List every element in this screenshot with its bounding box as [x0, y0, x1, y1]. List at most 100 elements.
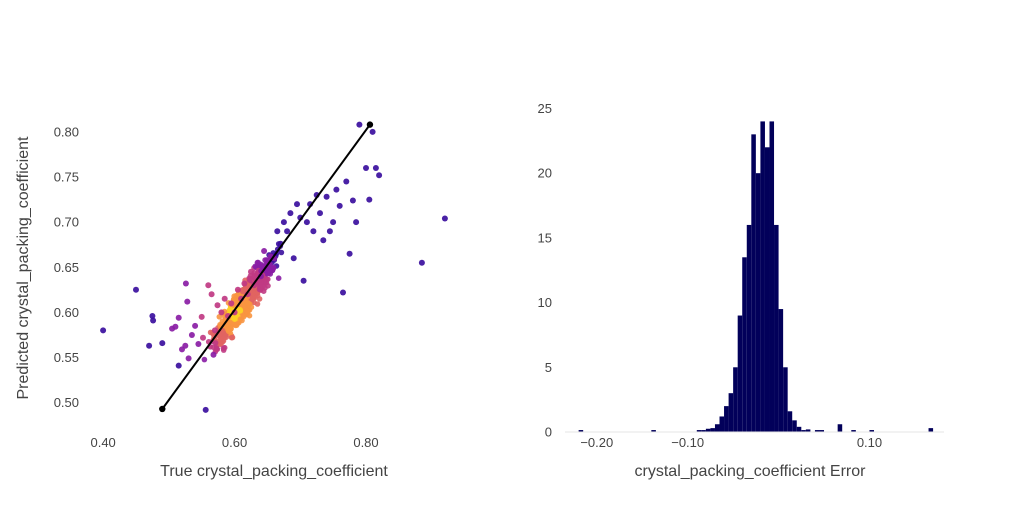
scatter-point [159, 340, 166, 347]
scatter-point [221, 295, 228, 302]
scatter-point [146, 342, 153, 349]
scatter-point [237, 307, 244, 314]
scatter-point [320, 237, 327, 244]
scatter-point [260, 288, 267, 295]
scatter-x-axis-title: True crystal_packing_coefficient [160, 463, 388, 480]
histogram-bar [710, 428, 715, 432]
histogram-bar [755, 173, 761, 432]
scatter-point [317, 210, 323, 217]
scatter-point [346, 250, 353, 257]
scatter-point [418, 259, 425, 266]
histogram-bar [774, 224, 779, 432]
scatter-point [217, 321, 223, 328]
scatter-point [205, 282, 212, 289]
scatter-x-tick-label: 0.40 [90, 435, 115, 450]
scatter-point [245, 300, 251, 306]
histogram-bar [737, 315, 743, 432]
scatter-point [261, 248, 268, 254]
scatter-point [369, 128, 376, 135]
scatter-point [133, 286, 139, 293]
histogram-x-axis-title: crystal_packing_coefficient Error [635, 463, 867, 480]
scatter-point [182, 280, 189, 287]
histogram-y-tick-label: 5 [545, 360, 552, 375]
scatter-point [251, 273, 257, 279]
scatter-point [228, 300, 235, 307]
scatter-point [241, 280, 248, 287]
scatter-point [218, 309, 225, 316]
scatter-point [330, 219, 337, 226]
scatter-point [214, 302, 221, 309]
scatter-y-tick-label: 0.80 [54, 124, 79, 139]
scatter-panel: 0.40 0.60 0.80 0.50 0.55 0.60 0.65 0.70 0.75 0.8… [15, 121, 448, 480]
scatter-point [254, 259, 261, 266]
scatter-point [294, 201, 300, 208]
scatter-point [349, 197, 356, 204]
scatter-point [441, 215, 448, 222]
histogram-bar [719, 416, 725, 432]
histogram-bar [724, 406, 729, 432]
histogram-bar [705, 428, 711, 432]
scatter-point [202, 406, 209, 413]
histogram-bar [837, 424, 843, 432]
histogram-bar [819, 430, 825, 432]
scatter-point [310, 228, 317, 235]
histogram-bar [651, 430, 656, 432]
histogram-bar [578, 430, 584, 432]
scatter-y-tick-label: 0.50 [54, 395, 79, 410]
scatter-point [372, 165, 379, 171]
scatter-point [210, 351, 217, 358]
scatter-point [201, 356, 208, 363]
scatter-point [100, 327, 107, 334]
scatter-point [212, 340, 219, 346]
scatter-point [303, 219, 310, 226]
scatter-point [265, 276, 271, 283]
histogram-bar [746, 224, 752, 432]
histogram-bar [769, 121, 775, 432]
scatter-y-tick-label: 0.75 [54, 169, 79, 184]
scatter-point [284, 228, 291, 235]
scatter-y-ticks: 0.50 0.55 0.60 0.65 0.70 0.75 0.80 [54, 124, 79, 410]
scatter-point [185, 355, 192, 362]
histogram-bar [764, 147, 770, 433]
scatter-point [211, 327, 218, 334]
histogram-y-ticks: 0 5 10 15 20 25 [538, 101, 552, 440]
scatter-point [356, 121, 363, 128]
scatter-point [287, 210, 294, 217]
scatter-point [150, 317, 157, 324]
scatter-point [247, 277, 253, 283]
histogram-bar [928, 428, 934, 432]
scatter-point [323, 193, 330, 200]
scatter-point [248, 295, 255, 302]
histogram-bar [733, 367, 738, 432]
scatter-point [340, 289, 346, 296]
scatter-x-ticks: 0.40 0.60 0.80 [90, 435, 378, 450]
scatter-points [100, 121, 448, 413]
histogram-bar [696, 430, 702, 432]
reference-line-marker [159, 405, 166, 413]
histogram-x-tick-label: −0.20 [580, 435, 613, 450]
scatter-point [184, 298, 191, 305]
histogram-bar [801, 430, 806, 432]
scatter-x-tick-label: 0.80 [353, 435, 378, 450]
scatter-point [336, 202, 343, 209]
scatter-point [254, 301, 261, 307]
scatter-point [274, 228, 281, 235]
scatter-point [175, 362, 182, 369]
scatter-point [234, 286, 241, 293]
scatter-point [225, 327, 231, 333]
histogram-bar [851, 430, 856, 432]
histogram-bar [701, 430, 706, 432]
histogram-bar [778, 309, 784, 432]
histogram-bar [796, 426, 802, 432]
histogram-bar [814, 430, 820, 432]
scatter-point [333, 186, 340, 193]
scatter-point [220, 345, 227, 351]
histogram-bar [760, 121, 765, 432]
histogram-y-tick-label: 15 [538, 230, 552, 245]
scatter-point [239, 288, 246, 295]
reference-line [159, 121, 374, 413]
scatter-point [241, 313, 247, 320]
scatter-y-tick-label: 0.70 [54, 215, 79, 230]
scatter-point [275, 275, 282, 282]
scatter-point [200, 334, 206, 341]
